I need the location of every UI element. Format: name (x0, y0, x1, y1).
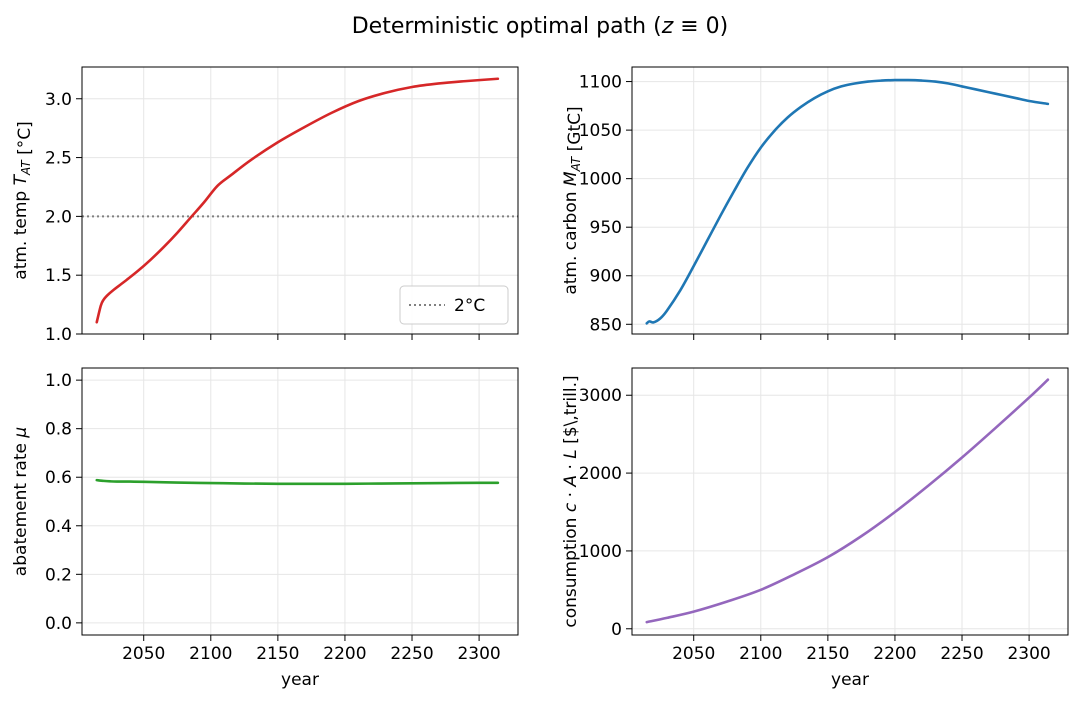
series-line-abatement (95, 478, 500, 486)
subplot-carbon: 850 900 950 1000 1050 1100 atm. carbon MAT [Gt… (561, 66, 1069, 340)
y-axis-label-part: L (561, 449, 581, 458)
series-line-carbon (645, 78, 1050, 325)
y-axis-label-part: T (11, 173, 31, 185)
y-axis-label: atm. carbon MAT [GtC] (561, 106, 585, 294)
x-tick-label: 2200 (323, 644, 366, 664)
y-axis-label-part: atm. carbon (561, 186, 581, 295)
x-tick-label: 2150 (256, 644, 299, 664)
subplot-temp: 1.0 1.5 2.0 2.5 3.0 atm. temp TAT [°C] 2°C (11, 66, 519, 345)
y-tick-label: 1.0 (45, 371, 72, 391)
y-axis-label: atm. temp TAT [°C] (11, 121, 35, 279)
y-tick-label: 2.0 (45, 207, 72, 227)
x-tick-label: 2100 (189, 644, 232, 664)
y-tick-label: 0.8 (45, 420, 72, 440)
y-tick-label: 1.0 (45, 325, 72, 345)
y-axis-label: abatement rate μ (11, 427, 31, 577)
x-tick-label: 2050 (122, 644, 165, 664)
y-tick-label: 3000 (579, 386, 622, 406)
x-tick-label: 2300 (1007, 644, 1050, 664)
y-axis-label-part: M (561, 171, 581, 186)
y-axis-label-part: · (561, 487, 581, 503)
y-axis-label-part: abatement rate (11, 438, 31, 577)
y-tick-label: 900 (590, 267, 622, 287)
y-axis-label-part: c (561, 502, 581, 512)
y-axis-label-part: AT (19, 159, 33, 176)
y-axis-label-part: [$\,trill.] (561, 375, 581, 449)
y-axis-label-part: AT (569, 155, 583, 172)
subplot-abatement: 2050 2100 2150 2200 2250 2300 0.0 0.2 0.4 0.6 0.8 1… (11, 367, 519, 690)
y-tick-label: 0.2 (45, 565, 72, 585)
x-tick-label: 2250 (390, 644, 433, 664)
y-tick-label: 0.0 (45, 614, 72, 634)
y-tick-label: 1100 (579, 73, 622, 93)
figure-title-z: z (661, 14, 674, 39)
legend-label: 2°C (454, 296, 485, 316)
y-axis-label-part: [GtC] (565, 106, 585, 156)
y-axis-label-part: μ (11, 427, 31, 439)
y-tick-label: 0.4 (45, 517, 72, 537)
y-tick-label: 1.5 (45, 266, 72, 286)
legend: 2°C (399, 285, 509, 325)
figure-title: Deterministic optimal path (z ≡ 0) (352, 14, 729, 39)
y-tick-label: 0.6 (45, 468, 72, 488)
legend-box (399, 285, 509, 325)
axes-frame (81, 66, 519, 335)
axes-frame (81, 367, 519, 636)
series-line-temp (95, 77, 500, 324)
y-axis-label-part: A (561, 475, 581, 488)
y-tick-label: 0 (611, 620, 622, 640)
axes-frame (631, 367, 1069, 636)
subplot-consumption: 2050 2100 2150 2200 2250 2300 0 1000 2000 3000 yea… (561, 367, 1069, 690)
y-tick-label: 1000 (579, 542, 622, 562)
y-tick-label: 1000 (579, 170, 622, 190)
figure-title-prefix: Deterministic optimal path ( (352, 14, 662, 39)
axes-frame (631, 66, 1069, 335)
y-tick-label: 2.5 (45, 149, 72, 169)
y-axis-label-part: [°C] (15, 121, 35, 160)
y-tick-label: 3.0 (45, 90, 72, 110)
x-tick-label: 2050 (672, 644, 715, 664)
y-tick-label: 950 (590, 218, 622, 238)
x-tick-label: 2250 (940, 644, 983, 664)
x-axis-label: year (831, 670, 869, 690)
y-tick-label: 2000 (579, 464, 622, 484)
x-tick-label: 2300 (457, 644, 500, 664)
x-tick-label: 2200 (873, 644, 916, 664)
x-tick-label: 2100 (739, 644, 782, 664)
y-axis-label-part: · (561, 459, 581, 475)
y-tick-label: 850 (590, 315, 622, 335)
y-axis-label-part: consumption (561, 512, 581, 627)
x-axis-label: year (281, 670, 319, 690)
y-axis-label-part: atm. temp (11, 185, 31, 279)
series-line-consumption (645, 378, 1050, 624)
x-tick-label: 2150 (806, 644, 849, 664)
y-axis-label: consumption c · A · L [$\,trill.] (561, 375, 581, 627)
figure-title-suffix: ≡ 0) (673, 14, 728, 39)
y-tick-label: 1050 (579, 121, 622, 141)
